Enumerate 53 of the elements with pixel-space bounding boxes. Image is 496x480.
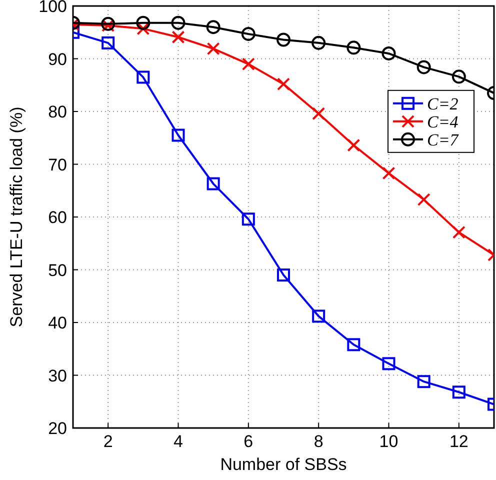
y-tick-label: 50 [48, 260, 67, 280]
point [346, 40, 361, 55]
x-tick-label: 12 [449, 432, 468, 451]
x-axis-title: Number of SBSs [220, 455, 347, 474]
x-tick-label: 2 [103, 432, 113, 451]
y-tick-label: 80 [48, 102, 67, 122]
x-tick-label: 6 [244, 432, 254, 451]
x-tick-label: 8 [314, 432, 324, 451]
point [277, 268, 290, 282]
point [206, 177, 220, 190]
y-tick-label: 20 [48, 419, 67, 438]
point [102, 36, 115, 50]
point [172, 30, 185, 44]
point [102, 19, 115, 32]
y-tick-label: 90 [48, 50, 67, 69]
x-tick-label: 4 [174, 432, 183, 451]
point [347, 138, 360, 152]
legend-label: C=7 [427, 130, 460, 150]
y-tick-label: 40 [48, 314, 67, 332]
point [452, 226, 466, 239]
y-tick-label: 60 [48, 208, 67, 227]
point [136, 22, 150, 36]
point [101, 16, 116, 31]
y-axis-title: Served LTE-U traffic load (%) [7, 106, 26, 328]
point [452, 70, 466, 84]
point [136, 70, 150, 84]
point [382, 46, 396, 60]
point [452, 386, 466, 399]
point [347, 338, 360, 352]
point [382, 166, 396, 180]
point [171, 16, 186, 30]
point [206, 42, 220, 56]
y-tick-label: 70 [48, 155, 67, 174]
legend-label: C=2 [427, 94, 459, 114]
y-tick-label: 30 [48, 366, 67, 386]
point [242, 58, 255, 71]
point [312, 310, 326, 323]
point [312, 107, 326, 120]
point [136, 16, 150, 30]
y-tick-label: 100 [38, 0, 67, 16]
x-tick-label: 10 [379, 432, 398, 451]
point [242, 212, 255, 226]
point [206, 20, 220, 34]
point [312, 36, 326, 50]
point [172, 128, 185, 142]
point [276, 32, 290, 47]
point [382, 357, 396, 370]
point [241, 26, 256, 41]
point [416, 60, 431, 74]
point [277, 78, 290, 91]
legend-label: C=4 [427, 112, 459, 132]
point [417, 375, 430, 388]
point [417, 193, 430, 206]
